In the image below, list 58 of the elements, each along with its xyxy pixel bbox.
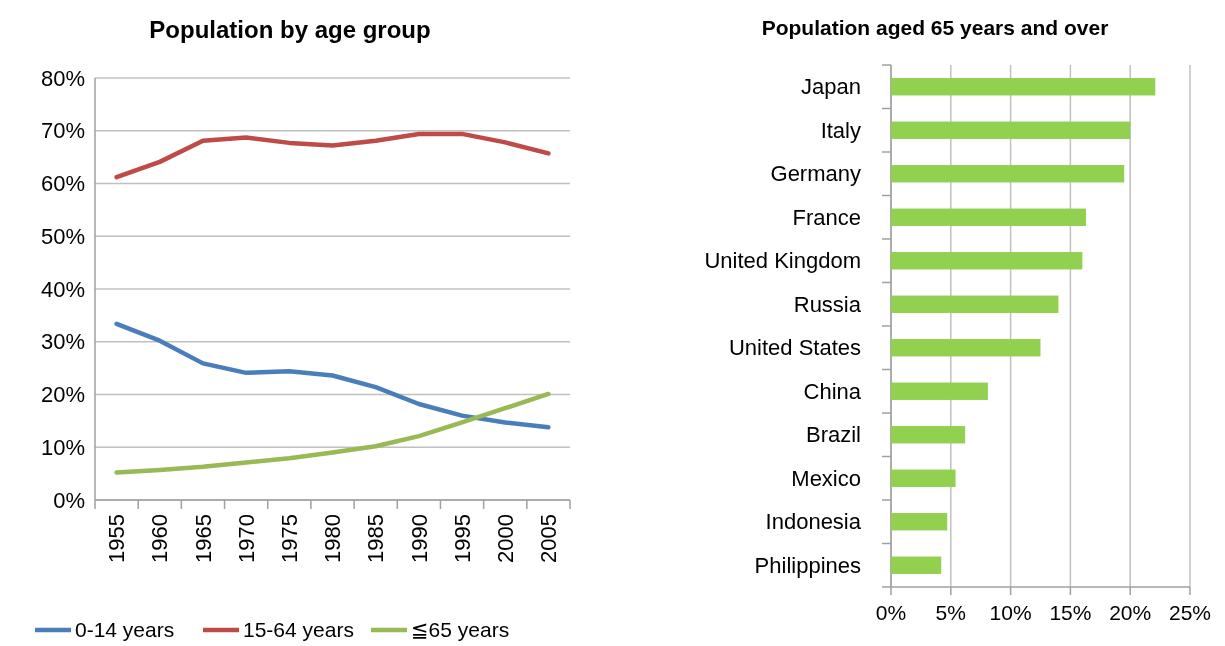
bar (891, 121, 1131, 139)
x-tick-label: 15% (1049, 601, 1092, 624)
bar (891, 165, 1125, 183)
y-tick-label: France (792, 204, 861, 230)
y-tick-label: 0% (53, 487, 85, 513)
x-tick-label: 25% (1168, 601, 1212, 624)
y-tick-label: Germany (770, 161, 861, 187)
bar (891, 469, 956, 487)
bar (891, 208, 1086, 226)
bar (891, 556, 942, 574)
x-tick-label: 1960 (147, 514, 173, 563)
y-tick-label: 80% (40, 65, 85, 91)
x-tick-label: 5% (935, 601, 966, 624)
bar (891, 78, 1156, 96)
y-tick-label: Italy (820, 117, 861, 143)
x-tick-label: 1970 (233, 514, 259, 563)
x-tick-label: 1990 (406, 514, 432, 563)
x-tick-label: 20% (1109, 601, 1152, 624)
y-tick-label: 30% (40, 329, 85, 355)
y-tick-label: Mexico (791, 465, 861, 491)
line-series (114, 321, 551, 430)
y-tick-label: 70% (40, 118, 85, 144)
legend-label: 15-64 years (243, 618, 354, 642)
y-tick-label: United Kingdom (704, 248, 861, 274)
x-tick-label: 2000 (492, 514, 518, 563)
chart-title: Population by age group (149, 16, 431, 43)
y-tick-label: Russia (793, 291, 862, 317)
y-tick-label: 20% (40, 382, 85, 408)
x-tick-label: 1975 (277, 514, 303, 563)
x-tick-label: 1980 (320, 514, 346, 563)
bar (891, 295, 1059, 313)
x-tick-label: 1985 (363, 514, 389, 563)
y-tick-label: Philippines (754, 552, 861, 578)
x-tick-label: 10% (989, 601, 1032, 624)
bar (891, 382, 988, 400)
bar (891, 339, 1041, 357)
line-series (114, 131, 551, 180)
y-tick-label: Japan (801, 74, 861, 100)
y-tick-label: United States (728, 335, 861, 361)
x-tick-label: 1995 (449, 514, 475, 563)
bar (891, 513, 948, 531)
y-tick-label: 40% (40, 276, 85, 302)
y-tick-label: Brazil (805, 422, 861, 448)
y-tick-label: 50% (40, 223, 85, 249)
y-tick-label: Indonesia (765, 509, 862, 535)
x-tick-label: 0% (875, 601, 907, 624)
x-tick-label: 1965 (190, 514, 216, 563)
x-tick-label: 1955 (104, 514, 130, 563)
bar (891, 426, 966, 444)
chart-title: Population aged 65 years and over (761, 16, 1109, 39)
bar (891, 252, 1083, 270)
y-tick-label: 10% (40, 434, 85, 460)
y-tick-label: China (803, 378, 862, 404)
legend-label: 0-14 years (75, 618, 175, 642)
x-tick-label: 2005 (536, 514, 562, 563)
y-tick-label: 60% (40, 171, 85, 197)
legend-label: ≦65 years (411, 618, 510, 642)
line-series (114, 391, 551, 475)
